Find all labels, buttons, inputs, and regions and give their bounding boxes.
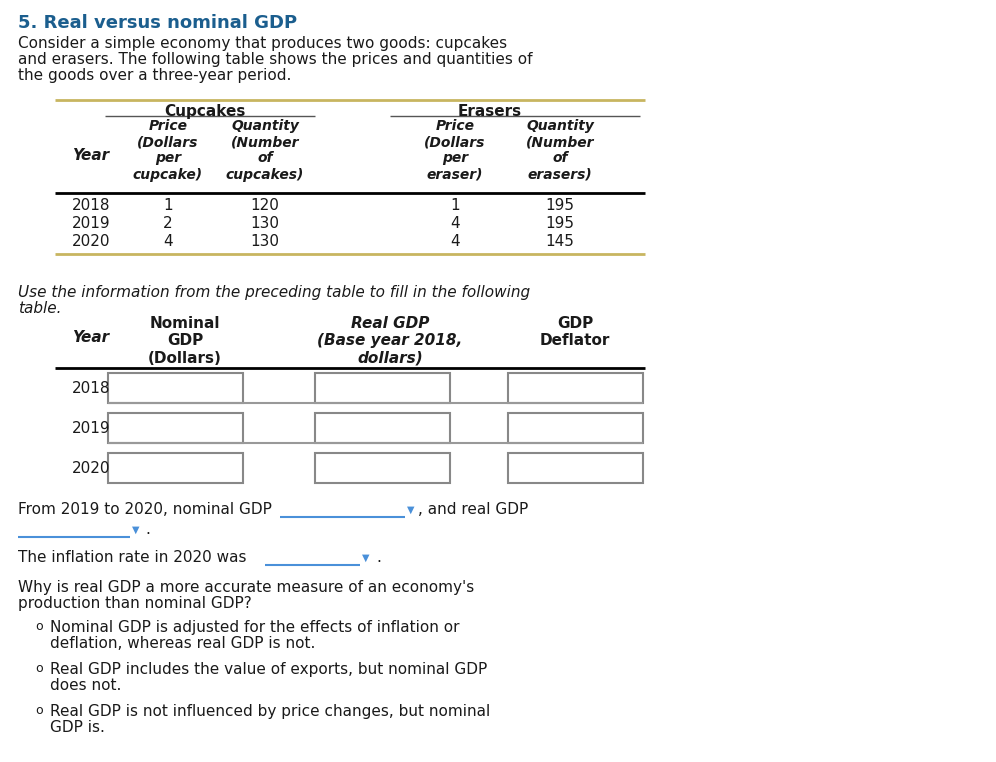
Text: , and real GDP: , and real GDP xyxy=(418,502,528,517)
Text: Year: Year xyxy=(72,330,110,345)
Text: ▼: ▼ xyxy=(132,525,139,535)
Text: Why is real GDP a more accurate measure of an economy's: Why is real GDP a more accurate measure … xyxy=(18,580,474,595)
Text: 2020: 2020 xyxy=(72,461,111,476)
Text: 195: 195 xyxy=(546,216,575,231)
Text: o: o xyxy=(35,620,43,633)
Text: Price
(Dollars
per
cupcake): Price (Dollars per cupcake) xyxy=(132,119,203,181)
Text: does not.: does not. xyxy=(50,678,122,693)
Text: 1: 1 xyxy=(163,198,173,213)
Text: table.: table. xyxy=(18,301,62,316)
Text: GDP
Deflator: GDP Deflator xyxy=(540,316,611,348)
Text: Nominal GDP is adjusted for the effects of inflation or: Nominal GDP is adjusted for the effects … xyxy=(50,620,459,635)
Bar xyxy=(315,453,450,483)
Text: Quantity
(Number
of
erasers): Quantity (Number of erasers) xyxy=(526,119,595,181)
Text: 4: 4 xyxy=(450,234,460,249)
Text: Real GDP
(Base year 2018,
dollars): Real GDP (Base year 2018, dollars) xyxy=(318,316,462,366)
Text: o: o xyxy=(35,704,43,717)
Text: 130: 130 xyxy=(251,216,280,231)
Text: 2020: 2020 xyxy=(72,234,111,249)
Text: 195: 195 xyxy=(546,198,575,213)
Bar xyxy=(508,413,643,443)
Text: 2018: 2018 xyxy=(72,381,111,396)
Text: The inflation rate in 2020 was: The inflation rate in 2020 was xyxy=(18,550,246,565)
Text: 4: 4 xyxy=(450,216,460,231)
Text: ▼: ▼ xyxy=(362,553,370,563)
Text: 1: 1 xyxy=(450,198,460,213)
Bar xyxy=(508,373,643,403)
Bar xyxy=(315,373,450,403)
Text: 120: 120 xyxy=(251,198,280,213)
Text: Cupcakes: Cupcakes xyxy=(164,104,246,119)
Bar xyxy=(315,413,450,443)
Text: .: . xyxy=(145,522,149,537)
Text: production than nominal GDP?: production than nominal GDP? xyxy=(18,596,252,611)
Text: 2019: 2019 xyxy=(72,216,111,231)
Text: Erasers: Erasers xyxy=(458,104,522,119)
Text: 130: 130 xyxy=(251,234,280,249)
Text: Price
(Dollars
per
eraser): Price (Dollars per eraser) xyxy=(424,119,486,181)
Text: GDP is.: GDP is. xyxy=(50,720,105,735)
Bar xyxy=(108,413,243,443)
Text: 145: 145 xyxy=(546,234,575,249)
Text: o: o xyxy=(35,662,43,675)
Text: Real GDP is not influenced by price changes, but nominal: Real GDP is not influenced by price chan… xyxy=(50,704,490,719)
Text: 5. Real versus nominal GDP: 5. Real versus nominal GDP xyxy=(18,14,297,32)
Text: .: . xyxy=(376,550,380,565)
Text: Nominal
GDP
(Dollars): Nominal GDP (Dollars) xyxy=(148,316,222,366)
Text: 2019: 2019 xyxy=(72,421,111,436)
Text: 2018: 2018 xyxy=(72,198,111,213)
Text: Real GDP includes the value of exports, but nominal GDP: Real GDP includes the value of exports, … xyxy=(50,662,487,677)
Text: ▼: ▼ xyxy=(407,505,414,515)
Bar xyxy=(108,373,243,403)
Bar xyxy=(508,453,643,483)
Text: the goods over a three-year period.: the goods over a three-year period. xyxy=(18,68,292,83)
Text: From 2019 to 2020, nominal GDP: From 2019 to 2020, nominal GDP xyxy=(18,502,272,517)
Text: Use the information from the preceding table to fill in the following: Use the information from the preceding t… xyxy=(18,285,530,300)
Text: 4: 4 xyxy=(163,234,173,249)
Bar xyxy=(108,453,243,483)
Text: and erasers. The following table shows the prices and quantities of: and erasers. The following table shows t… xyxy=(18,52,533,67)
Text: deflation, whereas real GDP is not.: deflation, whereas real GDP is not. xyxy=(50,636,316,651)
Text: Consider a simple economy that produces two goods: cupcakes: Consider a simple economy that produces … xyxy=(18,36,507,51)
Text: Quantity
(Number
of
cupcakes): Quantity (Number of cupcakes) xyxy=(226,119,304,181)
Text: Year: Year xyxy=(72,148,110,163)
Text: 2: 2 xyxy=(163,216,173,231)
